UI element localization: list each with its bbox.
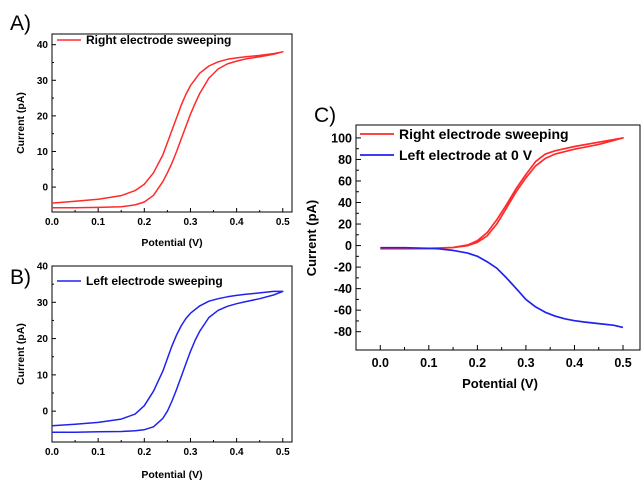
y-tick-label: -80 [334,325,352,339]
x-tick-label: 0.2 [137,217,151,228]
series-line-1 [380,246,624,329]
y-tick-label: 30 [37,76,49,87]
x-tick-label: 0.3 [184,447,198,458]
y-tick-label: 10 [37,370,49,381]
y-axis-title: Current (pA) [304,200,319,277]
y-tick-label: 0 [42,183,48,194]
y-tick-label: -20 [334,261,352,275]
y-tick-label: 80 [338,153,352,167]
x-tick-label: 0.2 [137,447,151,458]
y-axis-title: Current (pA) [15,92,27,154]
y-tick-label: 10 [37,147,49,158]
y-tick-label: 0 [42,407,48,418]
series-line-0 [52,290,284,433]
x-tick-label: 0.4 [230,447,244,458]
y-tick-label: 40 [37,262,49,273]
x-tick-label: 0.3 [184,217,198,228]
y-tick-label: 20 [37,111,49,122]
series-line-0 [380,137,624,250]
y-axis-title: Current (pA) [15,323,27,385]
panel-label: C) [314,104,336,127]
y-tick-label: 0 [345,239,352,253]
x-tick-label: 0.5 [614,356,631,370]
x-tick-label: 0.0 [372,356,389,370]
legend-label: Left electrode sweeping [86,274,223,288]
x-tick-label: 0.0 [45,217,59,228]
y-tick-label: 20 [338,218,352,232]
x-tick-label: 0.4 [230,217,244,228]
panel-a: A) 0.0 0.1 0.2 0.3 0.4 0.5 0 10 20 30 40 Potential (… [10,12,293,249]
x-tick-label: 0.1 [91,217,105,228]
y-tick-label: 20 [37,334,49,345]
x-tick-label: 0.2 [469,356,486,370]
panel-c: C) 0.0 0.1 0.2 0.3 0.4 0.5 -80 -60 -40 -20 0 20 40 60 8… [304,104,641,391]
y-tick-label: 30 [37,298,49,309]
x-tick-label: 0.5 [276,447,290,458]
plot-frame [51,265,293,443]
x-tick-label: 0.5 [276,217,290,228]
legend-label: Left electrode at 0 V [399,147,533,163]
y-tick-label: 60 [338,174,352,188]
series-line-0 [52,51,284,209]
plot-frame [355,124,641,351]
x-tick-label: 0.1 [91,447,105,458]
x-tick-label: 0.3 [517,356,534,370]
x-tick-label: 0.1 [420,356,437,370]
x-axis-title: Potential (V) [141,469,202,481]
x-tick-label: 0.0 [45,447,59,458]
y-tick-label: -60 [334,304,352,318]
y-tick-label: 40 [37,40,49,51]
plot-frame [51,33,293,213]
legend-label: Right electrode sweeping [86,33,231,47]
x-axis-title: Potential (V) [462,376,538,391]
x-axis-title: Potential (V) [141,237,202,249]
y-tick-label: -40 [334,282,352,296]
x-tick-label: 0.4 [566,356,583,370]
legend-label: Right electrode sweeping [399,126,569,142]
y-tick-label: 40 [338,196,352,210]
panel-b: B) 0.0 0.1 0.2 0.3 0.4 0.5 0 10 20 30 40 Potential (… [10,262,293,481]
panel-label: A) [10,12,31,35]
panel-label: B) [10,266,31,289]
y-tick-label: 100 [331,131,352,145]
